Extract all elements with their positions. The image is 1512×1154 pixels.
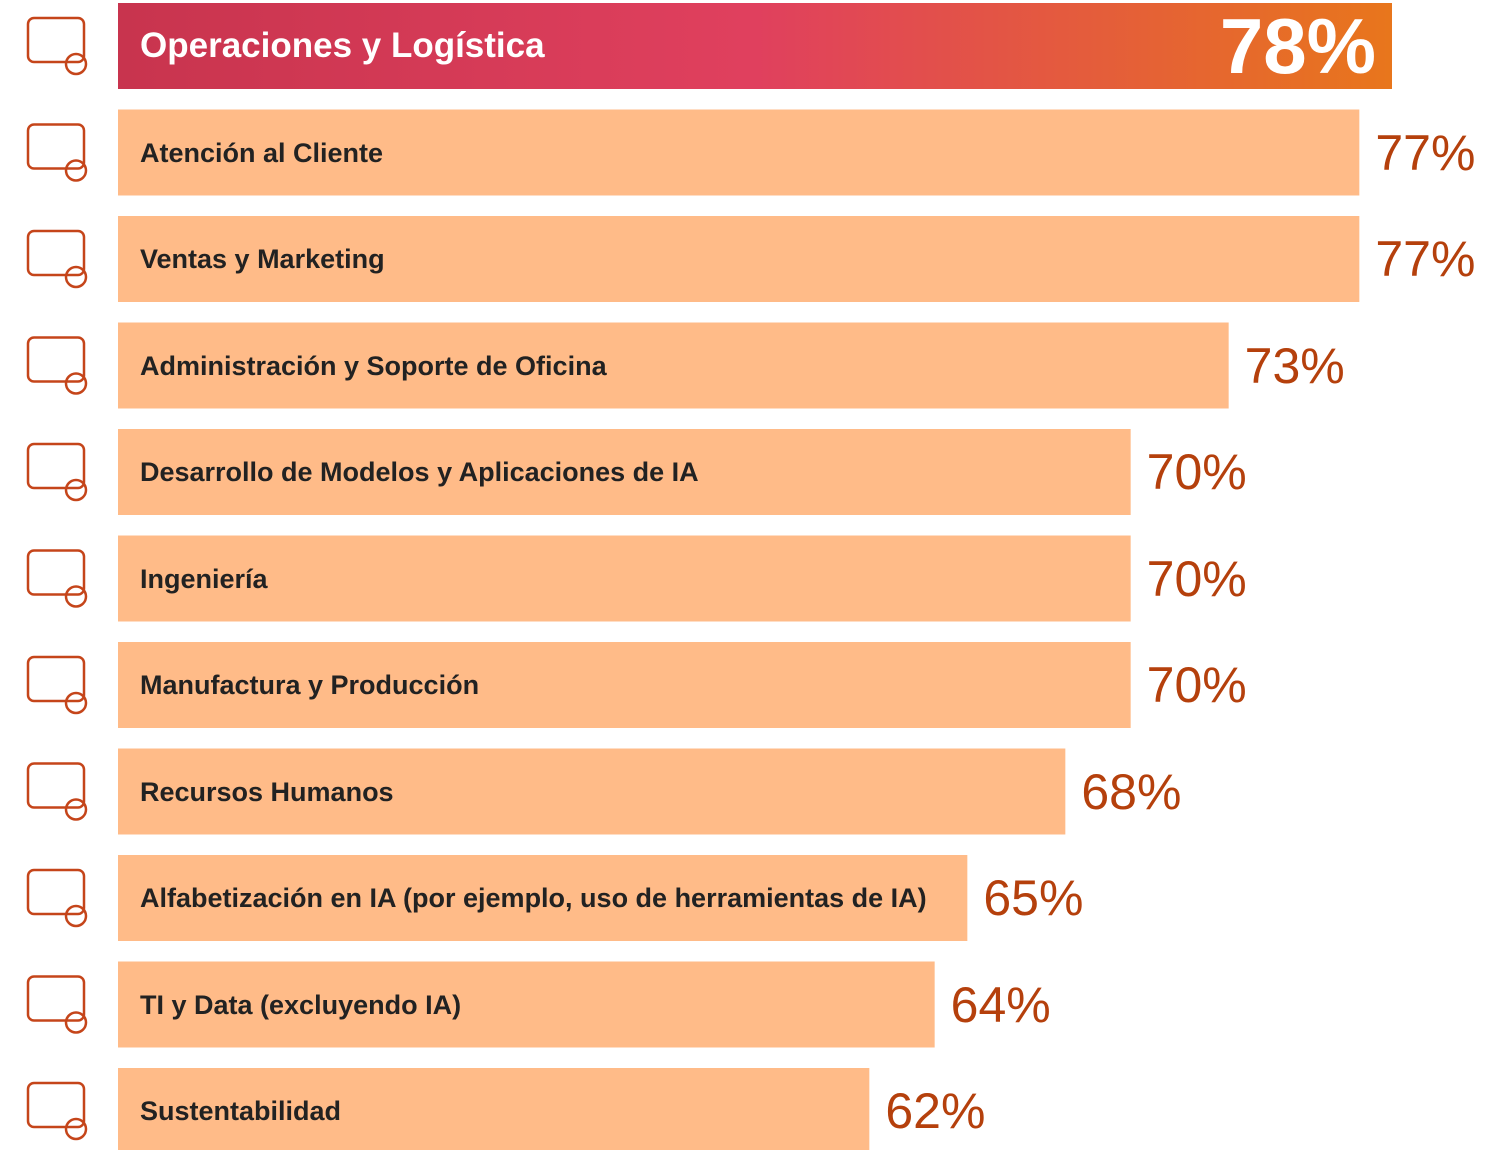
value-label: 70% bbox=[1146, 550, 1247, 607]
bar bbox=[118, 855, 968, 941]
icon-shape bbox=[64, 1011, 88, 1034]
icon bbox=[26, 762, 88, 821]
icon-shape bbox=[26, 975, 86, 1022]
icon bbox=[26, 229, 88, 289]
category-label: Ingeniería bbox=[140, 563, 268, 594]
bar bbox=[118, 3, 1392, 89]
icon bbox=[26, 16, 88, 76]
icon-shape bbox=[26, 1081, 86, 1129]
category-label: Manufactura y Producción bbox=[140, 670, 480, 700]
category-label: TI y Data (excluyendo IA) bbox=[140, 989, 462, 1020]
icon bbox=[26, 442, 88, 502]
icon-shape bbox=[64, 798, 88, 821]
bar bbox=[118, 535, 1131, 622]
bar bbox=[118, 1068, 870, 1150]
icon bbox=[26, 975, 88, 1034]
icon-shape bbox=[64, 904, 88, 928]
icon bbox=[26, 868, 88, 928]
icon-shape bbox=[64, 372, 88, 395]
icon-shape bbox=[64, 52, 88, 76]
icon bbox=[26, 655, 88, 715]
icon-shape bbox=[26, 762, 86, 809]
category-label: Administración y Soporte de Oficina bbox=[140, 350, 607, 381]
category-label: Operaciones y Logística bbox=[140, 26, 545, 65]
value-label: 68% bbox=[1081, 763, 1182, 820]
category-label: Alfabetización en IA (por ejemplo, uso d… bbox=[140, 883, 927, 913]
category-label: Sustentabilidad bbox=[140, 1096, 342, 1126]
icon-shape bbox=[64, 265, 88, 289]
icon-shape bbox=[26, 123, 86, 170]
value-label: 64% bbox=[950, 976, 1051, 1033]
icon-shape bbox=[26, 655, 86, 703]
icon-shape bbox=[26, 549, 86, 596]
icon-shape bbox=[26, 16, 86, 64]
bar bbox=[118, 748, 1066, 835]
icon-shape bbox=[64, 691, 88, 715]
icon-shape bbox=[64, 478, 88, 502]
value-label: 77% bbox=[1375, 124, 1476, 181]
icon bbox=[26, 336, 88, 395]
icon-shape bbox=[26, 442, 86, 490]
icon-shape bbox=[26, 336, 86, 383]
bar bbox=[118, 961, 935, 1048]
icon-shape bbox=[64, 1117, 88, 1141]
bar bbox=[118, 109, 1360, 196]
value-label: 78% bbox=[1219, 2, 1376, 90]
icon-shape bbox=[64, 159, 88, 182]
category-label: Atención al Cliente bbox=[140, 137, 384, 168]
category-label: Ventas y Marketing bbox=[140, 244, 385, 274]
icon bbox=[26, 123, 88, 182]
category-label: Desarrollo de Modelos y Aplicaciones de … bbox=[140, 457, 699, 487]
icon-shape bbox=[26, 868, 86, 916]
value-label: 65% bbox=[983, 870, 1084, 926]
value-label: 77% bbox=[1375, 231, 1476, 287]
bar bbox=[118, 642, 1131, 728]
bar bbox=[118, 216, 1360, 302]
bar bbox=[118, 322, 1229, 409]
category-label: Recursos Humanos bbox=[140, 776, 394, 807]
value-label: 73% bbox=[1244, 337, 1345, 394]
icon bbox=[26, 1081, 88, 1141]
value-label: 70% bbox=[1146, 444, 1247, 500]
icon-shape bbox=[26, 229, 86, 277]
value-label: 70% bbox=[1146, 657, 1247, 713]
bar bbox=[118, 429, 1131, 515]
icon bbox=[26, 549, 88, 608]
value-label: 62% bbox=[885, 1083, 986, 1139]
icon-shape bbox=[64, 585, 88, 608]
